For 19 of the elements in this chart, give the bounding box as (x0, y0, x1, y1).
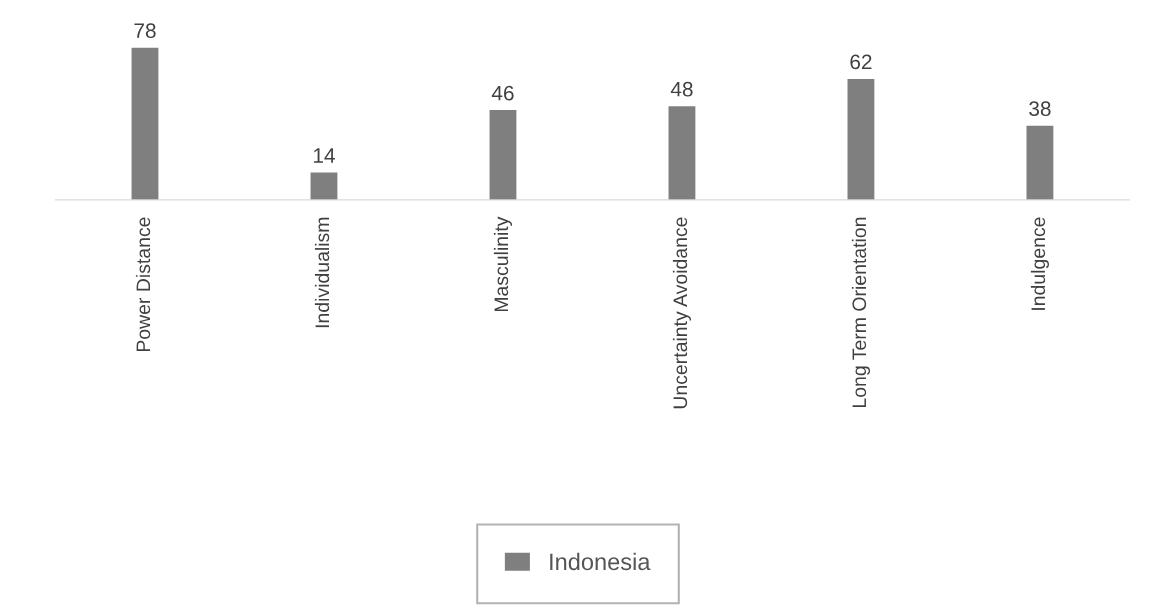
data-label: 38 (1029, 101, 1051, 117)
bar (847, 78, 875, 200)
bar (131, 47, 159, 200)
bar (1026, 125, 1054, 200)
x-tick-label: Long Term Orientation (851, 217, 870, 407)
data-label: 78 (134, 23, 156, 39)
x-tick-label: Power Distance (135, 217, 151, 352)
legend-label: Indonesia (550, 552, 651, 571)
x-tick-label: Uncertainty Avoidance (672, 217, 692, 409)
x-tick-label: Masculinity (493, 216, 513, 312)
data-label: 62 (850, 54, 872, 70)
x-tick-label: Individualism (314, 217, 330, 328)
data-label: 48 (670, 81, 693, 97)
data-label: 46 (491, 85, 514, 101)
x-tick-label: Indulgence (1030, 217, 1049, 310)
bar (310, 172, 338, 200)
bar (668, 106, 696, 200)
bar (489, 110, 517, 200)
data-label: 14 (313, 148, 335, 163)
